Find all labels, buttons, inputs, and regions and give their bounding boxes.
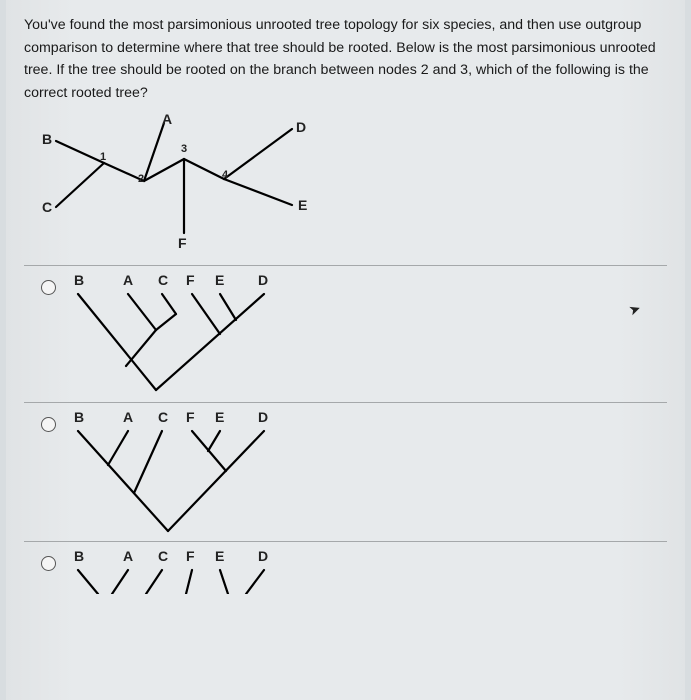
radio-wrap [28, 409, 68, 432]
rooted-tree-svg [68, 427, 308, 537]
taxon-label: C [158, 272, 168, 288]
taxon-label: F [186, 548, 195, 564]
answer-option-1[interactable]: B A C F E D [24, 266, 667, 402]
radio-button[interactable] [41, 280, 56, 295]
taxon-label: D [258, 272, 268, 288]
node-1: 1 [100, 151, 106, 163]
rooted-tree-svg [68, 290, 308, 398]
taxon-C: C [42, 199, 52, 215]
answer-option-3[interactable]: B A C F E D [24, 542, 667, 598]
taxon-label: C [158, 548, 168, 564]
taxon-label: C [158, 409, 168, 425]
taxon-A: A [162, 111, 172, 127]
taxon-label: E [215, 272, 224, 288]
tree-option-1: B A C F E D [68, 272, 667, 398]
tree-option-2: B A C F E D [68, 409, 667, 537]
taxon-label: A [123, 272, 133, 288]
tree-option-3: B A C F E D [68, 548, 667, 594]
unrooted-tree-svg [34, 115, 354, 255]
taxon-label: D [258, 409, 268, 425]
taxon-label: A [123, 409, 133, 425]
answer-option-2[interactable]: B A C F E D [24, 403, 667, 541]
taxon-label: F [186, 409, 195, 425]
taxon-label: F [186, 272, 195, 288]
radio-wrap [28, 548, 68, 571]
taxon-label: B [74, 548, 84, 564]
taxon-label: E [215, 548, 224, 564]
node-4: 4 [222, 169, 228, 181]
taxon-F: F [178, 235, 187, 251]
taxon-label: B [74, 409, 84, 425]
taxon-label: D [258, 548, 268, 564]
node-3: 3 [181, 143, 187, 155]
radio-button[interactable] [41, 417, 56, 432]
unrooted-tree-diagram: A B C D E F 1 2 3 4 [34, 115, 354, 255]
radio-wrap [28, 272, 68, 295]
question-text: You've found the most parsimonious unroo… [24, 14, 667, 105]
taxa-row: B A C F E D [68, 272, 667, 290]
taxon-label: B [74, 272, 84, 288]
node-2: 2 [138, 173, 144, 185]
taxa-row: B A C F E D [68, 409, 667, 427]
taxon-E: E [298, 197, 307, 213]
taxon-B: B [42, 131, 52, 147]
question-page: You've found the most parsimonious unroo… [6, 0, 685, 700]
taxon-D: D [296, 119, 306, 135]
radio-button[interactable] [41, 556, 56, 571]
taxa-row: B A C F E D [68, 548, 667, 566]
taxon-label: A [123, 548, 133, 564]
rooted-tree-svg [68, 566, 308, 594]
taxon-label: E [215, 409, 224, 425]
